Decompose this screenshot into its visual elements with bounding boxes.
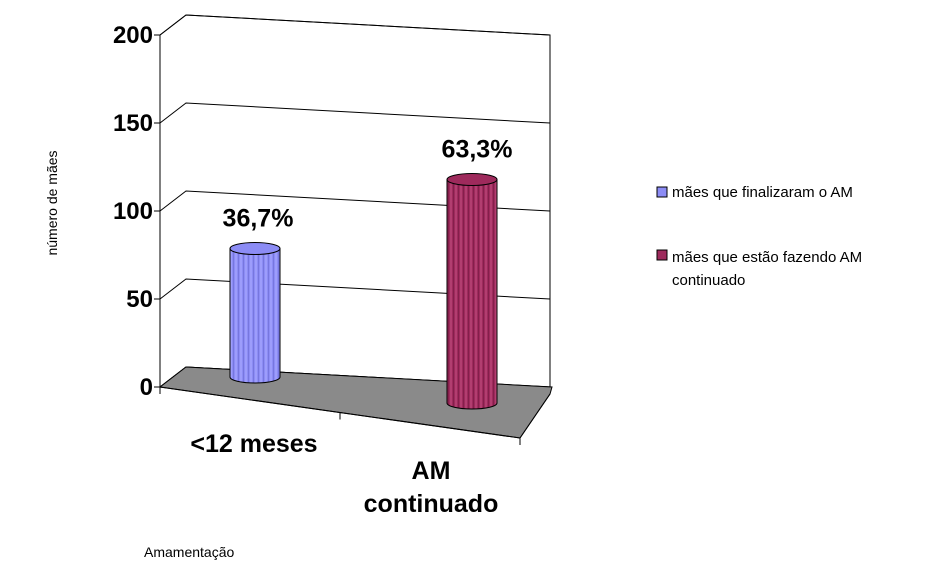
legend-label-0: mães que finalizaram o AM xyxy=(672,184,853,201)
gridline-3 xyxy=(159,102,551,124)
legend-item-0[interactable]: mães que finalizaram o AM xyxy=(656,184,853,201)
x-axis-title: Amamentação xyxy=(144,544,234,560)
legend-swatch-0 xyxy=(656,186,668,198)
bar-0[interactable] xyxy=(229,242,281,384)
legend-label-1-line-2: continuado xyxy=(672,272,745,289)
y-tick-label-2: 100 xyxy=(113,198,153,225)
legend-swatch-1 xyxy=(656,249,668,261)
y-tick-labels: 0 50 100 150 200 xyxy=(113,22,153,401)
bars xyxy=(229,172,498,410)
y-tick-label-1: 50 xyxy=(126,286,153,313)
legend-item-1[interactable]: mães que estão fazendo AM continuado xyxy=(656,249,862,289)
y-tick-label-4: 200 xyxy=(113,22,153,49)
gridline-2 xyxy=(159,190,551,212)
gridline-4 xyxy=(159,14,551,36)
data-labels: 36,7% 63,3% xyxy=(223,135,513,232)
legend-label-1-line-1: mães que estão fazendo AM xyxy=(672,249,862,266)
y-tick-label-0: 0 xyxy=(140,374,153,401)
floor-right-edge xyxy=(519,393,551,439)
category-label-1-line-2: continuado xyxy=(364,490,499,518)
bar-1[interactable] xyxy=(446,172,498,410)
data-label-0: 36,7% xyxy=(223,205,294,233)
y-tick-label-3: 150 xyxy=(113,110,153,137)
y-axis-title: número de mães xyxy=(44,150,60,255)
gridline-1 xyxy=(159,278,551,300)
category-label-0: <12 meses xyxy=(190,430,317,458)
category-label-1-line-1: AM xyxy=(412,457,451,485)
legend: mães que finalizaram o AM mães que estão… xyxy=(656,184,862,289)
axes xyxy=(154,34,551,445)
data-label-1: 63,3% xyxy=(442,135,513,163)
category-labels: <12 meses AM continuado xyxy=(190,430,498,518)
